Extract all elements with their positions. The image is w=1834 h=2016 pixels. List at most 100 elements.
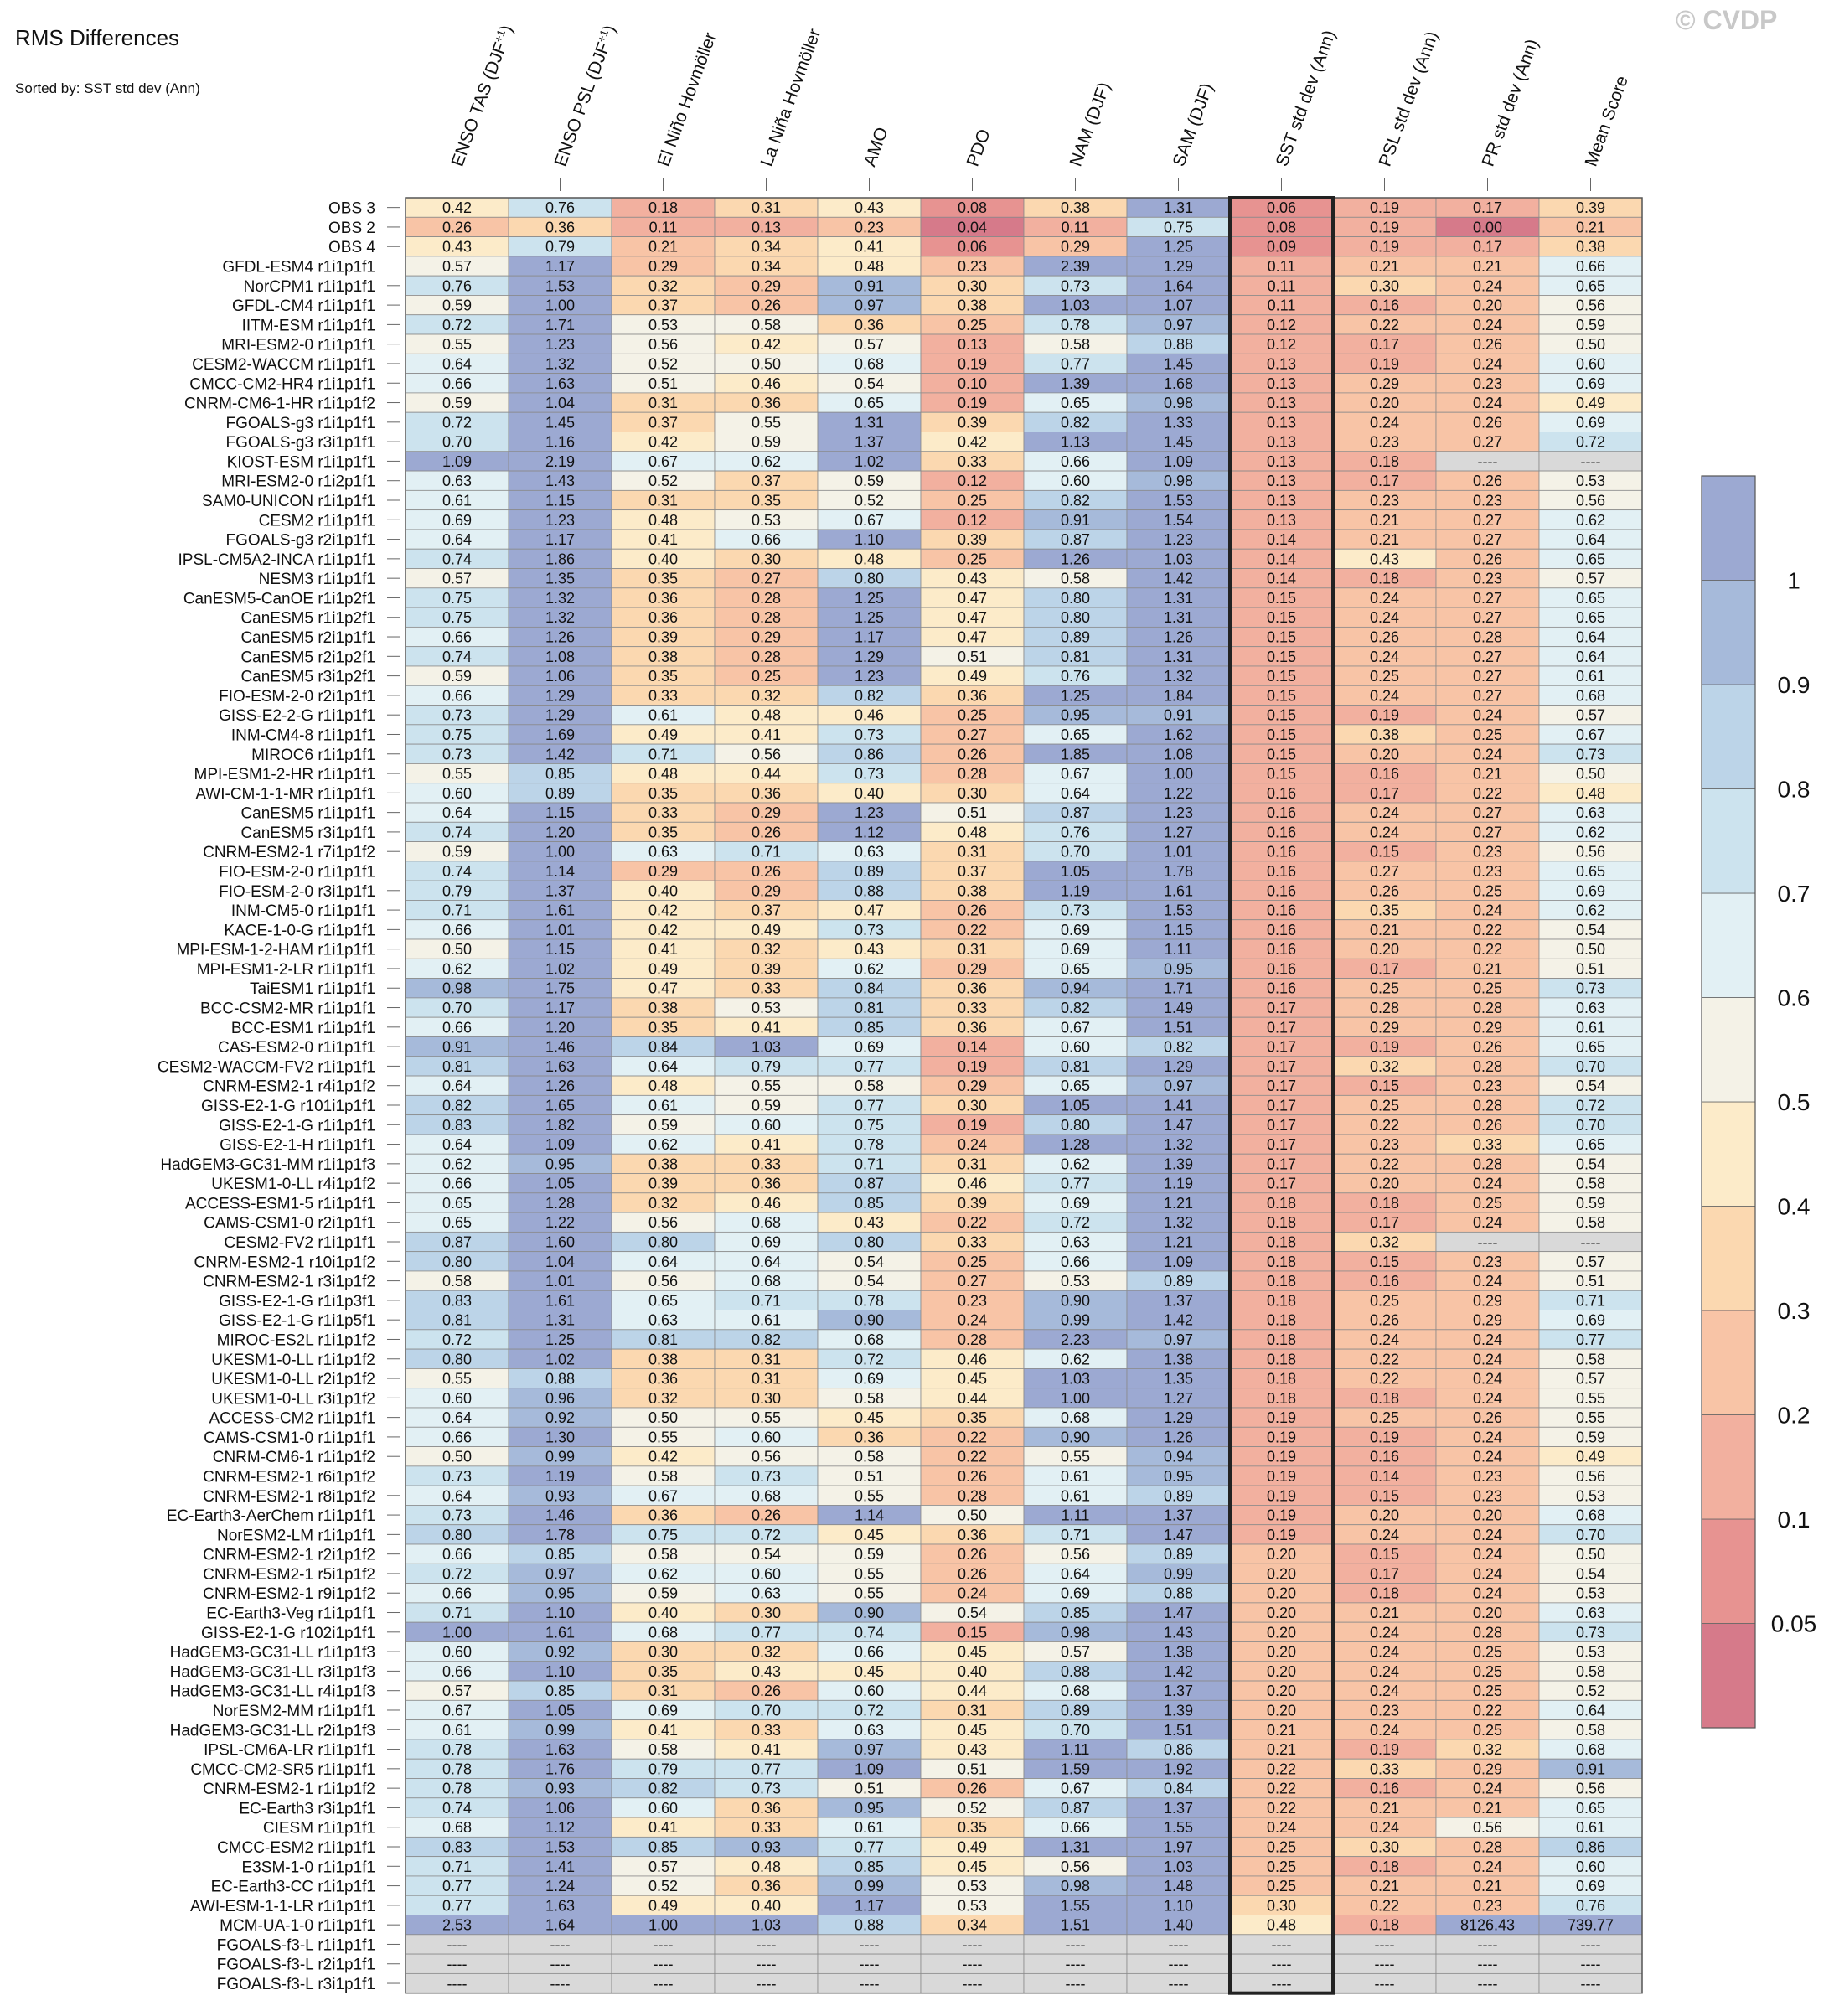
cell-value-label: 0.38 bbox=[1370, 726, 1399, 743]
cell-value-label: 0.16 bbox=[1370, 1781, 1399, 1797]
cell-value-label: 0.36 bbox=[648, 609, 678, 626]
cell-value-label: 0.26 bbox=[958, 1781, 987, 1797]
cell-value-label: 0.23 bbox=[1473, 375, 1502, 392]
cell-value-label: 0.99 bbox=[1164, 1565, 1193, 1582]
cell-value-label: 0.26 bbox=[752, 1507, 781, 1524]
cell-value-label: 0.86 bbox=[1576, 1839, 1605, 1856]
cell-value-label: 0.58 bbox=[855, 1078, 884, 1094]
cell-value-label: 0.48 bbox=[752, 1858, 781, 1875]
cell-value-label: ---- bbox=[860, 1976, 880, 1993]
cell-value-label: 0.17 bbox=[1370, 960, 1399, 977]
cell-value-label: 0.73 bbox=[855, 922, 884, 938]
cell-value-label: 1.28 bbox=[545, 1195, 575, 1212]
cell-value-label: 0.95 bbox=[1061, 707, 1090, 724]
cell-value-label: 0.43 bbox=[1370, 551, 1399, 567]
cell-value-label: 0.18 bbox=[1370, 453, 1399, 470]
cell-value-label: ---- bbox=[550, 1976, 571, 1993]
cell-value-label: 0.77 bbox=[855, 1097, 884, 1114]
cell-value-label: 0.81 bbox=[442, 1312, 472, 1329]
cell-value-label: 0.28 bbox=[1473, 1839, 1502, 1856]
row-label: ACCESS-ESM1-5 r1i1p1f1 bbox=[185, 1195, 375, 1212]
colorbar-segment bbox=[1701, 475, 1756, 581]
cell-value-label: 0.66 bbox=[442, 375, 472, 392]
cell-value-label: 0.23 bbox=[1370, 1136, 1399, 1153]
cell-value-label: 0.15 bbox=[958, 1624, 987, 1641]
cell-value-label: 0.20 bbox=[1267, 1644, 1296, 1661]
cell-value-label: 1.46 bbox=[545, 1039, 575, 1056]
cell-value-label: 0.51 bbox=[1576, 1273, 1605, 1290]
cell-value-label: 0.88 bbox=[1164, 336, 1193, 353]
cell-value-label: 1.13 bbox=[1061, 434, 1090, 451]
cell-value-label: 0.80 bbox=[1061, 1117, 1090, 1134]
cell-value-label: 2.23 bbox=[1061, 1331, 1090, 1348]
cell-value-label: 0.56 bbox=[1576, 297, 1605, 314]
cell-value-label: 0.16 bbox=[1267, 922, 1296, 938]
cell-value-label: 1.45 bbox=[1164, 355, 1193, 372]
cell-value-label: 0.68 bbox=[1576, 687, 1605, 704]
cell-value-label: 1.11 bbox=[1062, 1741, 1090, 1758]
column-label: Mean Score bbox=[1582, 73, 1632, 168]
cell-value-label: 0.69 bbox=[752, 1234, 781, 1251]
row-label: CNRM-ESM2-1 r8i1p1f2 bbox=[203, 1488, 375, 1506]
row-label: MIROC6 r1i1p1f1 bbox=[251, 747, 375, 764]
cell-value-label: 0.55 bbox=[855, 1565, 884, 1582]
cell-value-label: 0.60 bbox=[1576, 355, 1605, 372]
cell-value-label: 0.29 bbox=[1370, 375, 1399, 392]
cell-value-label: 0.63 bbox=[1576, 1000, 1605, 1016]
cell-value-label: 0.53 bbox=[752, 512, 781, 529]
cell-value-label: 0.73 bbox=[442, 1468, 472, 1485]
cell-value-label: 0.90 bbox=[855, 1605, 884, 1621]
cell-value-label: 0.20 bbox=[1267, 1565, 1296, 1582]
cell-value-label: 0.52 bbox=[855, 492, 884, 509]
cell-value-label: 0.55 bbox=[648, 1429, 678, 1445]
cell-value-label: 0.78 bbox=[1061, 317, 1090, 333]
cell-value-label: 0.28 bbox=[1473, 629, 1502, 646]
cell-value-label: 0.95 bbox=[1164, 960, 1193, 977]
cell-value-label: 0.22 bbox=[958, 922, 987, 938]
cell-value-label: 0.54 bbox=[1576, 1155, 1605, 1172]
cell-value-label: 0.23 bbox=[855, 219, 884, 235]
cell-value-label: 0.67 bbox=[1061, 1019, 1090, 1036]
cell-value-label: 1.10 bbox=[1164, 1897, 1193, 1914]
cell-value-label: ---- bbox=[447, 1936, 468, 1953]
cell-value-label: 0.15 bbox=[1267, 726, 1296, 743]
cell-value-label: 0.87 bbox=[1061, 1800, 1090, 1817]
cell-value-label: 0.49 bbox=[1576, 1449, 1605, 1465]
cell-value-label: 0.68 bbox=[752, 1273, 781, 1290]
cell-value-label: 0.31 bbox=[958, 1155, 987, 1172]
cell-value-label: 1.24 bbox=[545, 1878, 575, 1895]
cell-value-label: 0.25 bbox=[958, 317, 987, 333]
cell-value-label: 0.88 bbox=[545, 1371, 575, 1388]
cell-value-label: 0.29 bbox=[1061, 239, 1090, 256]
cell-value-label: 0.18 bbox=[1267, 1292, 1296, 1309]
cell-value-label: 0.70 bbox=[1576, 1117, 1605, 1134]
cell-value-label: 2.39 bbox=[1061, 258, 1090, 275]
cell-value-label: 0.45 bbox=[958, 1371, 987, 1388]
cell-value-label: 0.39 bbox=[958, 531, 987, 548]
cell-value-label: 0.72 bbox=[442, 317, 472, 333]
row-label: GISS-E2-1-G r1i1p5f1 bbox=[219, 1312, 375, 1330]
cell-value-label: 1.11 bbox=[1165, 941, 1193, 958]
colorbar-tick-label: 0.9 bbox=[1778, 672, 1811, 698]
row-label: FGOALS-f3-L r2i1p1f1 bbox=[217, 1957, 375, 1974]
cell-value-label: 0.31 bbox=[648, 1683, 678, 1699]
cell-value-label: 0.28 bbox=[1473, 1097, 1502, 1114]
cell-value-label: 0.61 bbox=[1576, 668, 1605, 685]
cell-value-label: 0.59 bbox=[442, 297, 472, 314]
cell-value-label: 1.09 bbox=[855, 1760, 884, 1777]
cell-value-label: 0.94 bbox=[1164, 1449, 1193, 1465]
cell-value-label: 1.23 bbox=[545, 336, 575, 353]
cell-value-label: 0.17 bbox=[1267, 1097, 1296, 1114]
row-label: CanESM5-CanOE r1i1p2f1 bbox=[183, 590, 375, 607]
cell-value-label: 0.85 bbox=[855, 1858, 884, 1875]
cell-value-label: 1.26 bbox=[545, 629, 575, 646]
cell-value-label: 0.72 bbox=[1061, 1214, 1090, 1231]
cell-value-label: 1.15 bbox=[1164, 922, 1193, 938]
cell-value-label: 0.15 bbox=[1370, 844, 1399, 861]
cell-value-label: 0.12 bbox=[958, 512, 987, 529]
cell-value-label: 0.33 bbox=[958, 453, 987, 470]
cell-value-label: 1.86 bbox=[545, 551, 575, 567]
cell-value-label: 0.36 bbox=[752, 1800, 781, 1817]
cell-value-label: 0.63 bbox=[752, 1585, 781, 1602]
